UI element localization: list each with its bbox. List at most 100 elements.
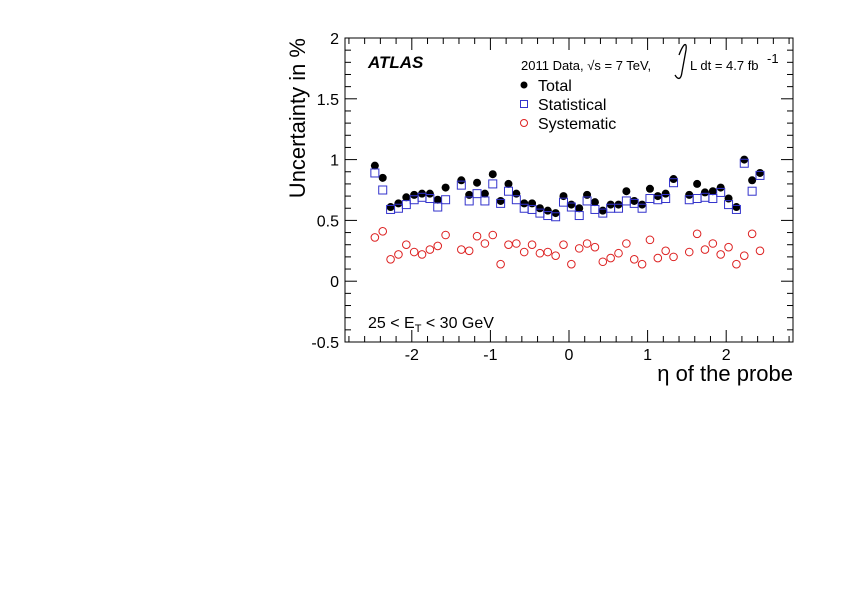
point-systematic — [551, 251, 560, 260]
point-statistical — [755, 170, 765, 180]
point-systematic — [629, 255, 639, 264]
point-statistical — [629, 198, 639, 208]
point-systematic — [527, 240, 537, 250]
point-systematic — [488, 230, 498, 240]
point-total — [724, 194, 733, 203]
point-statistical — [661, 194, 671, 204]
point-total — [583, 190, 592, 199]
point-statistical — [401, 200, 411, 210]
point-systematic — [433, 241, 443, 251]
point-systematic — [409, 247, 419, 257]
point-systematic — [708, 239, 718, 248]
point-statistical — [441, 195, 451, 205]
point-total — [520, 199, 529, 208]
point-total — [394, 199, 403, 208]
x-tick-label: -1 — [483, 347, 497, 364]
point-total — [528, 199, 537, 208]
point-total — [425, 189, 434, 198]
point-total — [700, 188, 709, 197]
point-total — [441, 183, 450, 192]
legend-label: Statistical — [538, 97, 606, 114]
point-systematic — [669, 252, 678, 262]
x-axis-title: η of the probe — [657, 361, 793, 386]
y-tick-label: 1 — [330, 153, 339, 170]
point-statistical — [464, 196, 474, 206]
point-systematic — [402, 240, 411, 250]
point-systematic — [732, 259, 741, 269]
legend-marker-total — [520, 81, 528, 89]
point-systematic — [472, 231, 482, 241]
point-statistical — [637, 203, 647, 213]
point-systematic — [417, 250, 427, 259]
point-systematic — [716, 250, 725, 259]
point-total — [504, 179, 513, 188]
point-total — [370, 161, 379, 170]
point-systematic — [724, 242, 733, 252]
axes — [344, 37, 794, 343]
point-total — [590, 198, 599, 207]
point-total — [433, 195, 442, 204]
y-tick-label: 0.5 — [317, 213, 339, 230]
point-total — [543, 206, 552, 215]
luminosity-label: L dt = 4.7 fb — [690, 58, 759, 73]
data-points — [370, 155, 765, 269]
point-total — [488, 170, 497, 179]
point-statistical — [731, 204, 741, 214]
point-statistical — [716, 187, 726, 197]
et-cut-suffix: < 30 GeV — [421, 315, 494, 332]
point-total — [473, 178, 482, 187]
point-statistical — [739, 158, 749, 168]
point-statistical — [614, 203, 624, 213]
point-total — [645, 184, 654, 193]
point-total — [708, 187, 717, 196]
point-systematic — [755, 246, 765, 256]
point-systematic — [700, 245, 710, 254]
x-tick-label: -2 — [405, 347, 419, 364]
point-systematic — [519, 247, 529, 257]
point-statistical — [456, 180, 466, 190]
et-cut-prefix: 25 < E — [368, 315, 415, 332]
point-systematic — [480, 239, 490, 248]
point-statistical — [511, 195, 521, 205]
experiment-label: ATLAS — [367, 53, 424, 72]
point-total — [378, 173, 387, 182]
point-total — [575, 204, 584, 213]
luminosity-exponent: -1 — [767, 51, 779, 66]
legend-marker-statistical — [520, 100, 528, 108]
legend-label: Systematic — [538, 116, 616, 133]
point-statistical — [496, 198, 506, 208]
point-systematic — [661, 246, 670, 256]
point-statistical — [582, 196, 592, 206]
point-systematic — [512, 239, 521, 248]
point-total — [622, 187, 631, 196]
point-systematic — [370, 233, 380, 242]
point-systematic — [598, 257, 608, 267]
point-systematic — [559, 240, 568, 250]
point-total — [402, 193, 411, 202]
point-total — [716, 183, 725, 192]
point-total — [693, 179, 702, 188]
et-cut-subscript: T — [415, 323, 422, 335]
point-total — [732, 203, 741, 212]
integral-icon — [674, 43, 687, 80]
point-statistical — [558, 197, 568, 207]
y-tick-label: -0.5 — [311, 335, 339, 352]
legend-marker-systematic — [520, 119, 528, 127]
point-statistical — [551, 212, 561, 222]
point-statistical — [370, 168, 380, 178]
point-statistical — [472, 189, 482, 199]
point-total — [535, 204, 544, 213]
y-tick-label: 0 — [330, 274, 339, 291]
point-systematic — [606, 253, 615, 263]
point-systematic — [590, 242, 600, 252]
point-systematic — [645, 235, 655, 245]
point-total — [685, 190, 694, 199]
point-total — [480, 189, 489, 198]
point-total — [598, 206, 607, 215]
point-statistical — [598, 208, 608, 218]
point-systematic — [378, 227, 388, 236]
y-axis-title: Uncertainty in % — [285, 38, 310, 198]
point-systematic — [441, 230, 450, 240]
point-statistical — [724, 200, 734, 210]
